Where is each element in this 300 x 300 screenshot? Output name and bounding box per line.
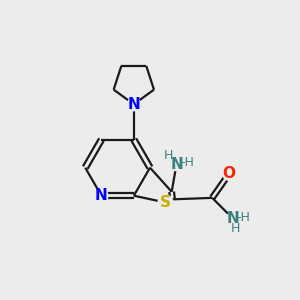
- Text: -H: -H: [181, 156, 195, 169]
- Text: H: H: [164, 149, 173, 162]
- Circle shape: [223, 167, 236, 180]
- Text: N: N: [227, 211, 239, 226]
- Text: -H: -H: [236, 211, 250, 224]
- Circle shape: [170, 158, 183, 171]
- Text: N: N: [170, 157, 183, 172]
- Text: N: N: [128, 97, 140, 112]
- Text: S: S: [160, 195, 171, 210]
- Circle shape: [226, 212, 239, 225]
- Text: O: O: [223, 166, 236, 181]
- Circle shape: [127, 98, 140, 111]
- Circle shape: [158, 195, 173, 210]
- Text: N: N: [95, 188, 108, 203]
- Text: H: H: [231, 222, 240, 235]
- Circle shape: [95, 189, 108, 202]
